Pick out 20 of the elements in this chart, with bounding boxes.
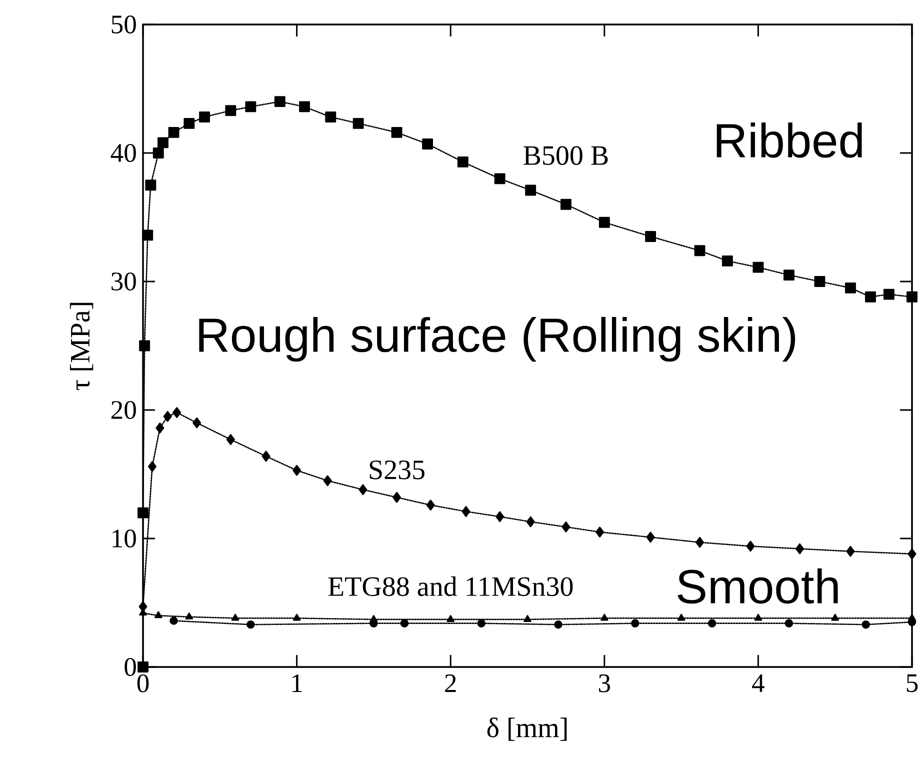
x-tick-label: 2 <box>445 674 456 692</box>
series-label: S235 <box>370 460 424 480</box>
x-tick-label: 0 <box>137 674 149 692</box>
annotation: Ribbed <box>716 122 862 158</box>
y-tick-label: 10 <box>112 530 136 548</box>
y-tick-label: 0 <box>124 658 136 676</box>
series-label: ETG88 and 11MSn30 <box>328 576 573 596</box>
annotation: Rough surface (Rolling skin) <box>199 316 796 362</box>
y-tick-label: 50 <box>112 15 136 34</box>
x-axis-title: δ [mm] <box>487 718 567 741</box>
x-tick-label: 4 <box>752 674 764 692</box>
y-axis-title: τ [MPa] <box>70 302 94 390</box>
y-tick-label: 20 <box>111 400 136 419</box>
y-tick-label: 40 <box>110 144 136 162</box>
x-tick-label: 3 <box>599 674 610 692</box>
series-label: B500 B <box>524 146 608 165</box>
y-tick-label: 30 <box>112 272 136 290</box>
x-tick-label: 1 <box>292 674 302 692</box>
annotation: Smooth <box>678 568 838 604</box>
x-tick-label: 5 <box>906 674 918 692</box>
